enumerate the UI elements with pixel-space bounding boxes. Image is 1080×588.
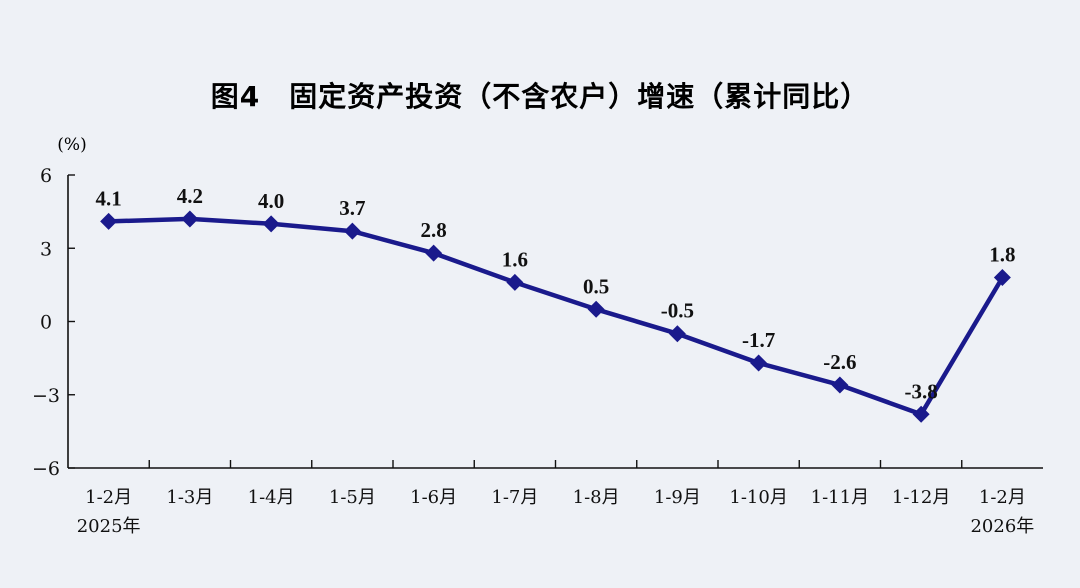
x-tick-label: 1-4月 xyxy=(248,487,295,508)
x-tick-label: 1-6月 xyxy=(410,487,457,508)
x-tick-label: 1-11月 xyxy=(811,487,869,508)
data-label: 2.8 xyxy=(421,218,447,242)
y-axis-unit: (%) xyxy=(57,135,86,155)
data-point-marker xyxy=(831,376,849,394)
data-label: 1.6 xyxy=(502,247,528,271)
chart-title: 图4 固定资产投资（不含农户）增速（累计同比） xyxy=(211,80,870,113)
x-tick-label: 1-2月 xyxy=(979,487,1026,508)
y-tick-label: 6 xyxy=(40,165,52,187)
data-label: 0.5 xyxy=(583,274,609,298)
series-line xyxy=(106,216,1005,417)
data-point-marker xyxy=(912,405,930,423)
data-label: 3.7 xyxy=(339,196,365,220)
x-tick-label: 1-10月 xyxy=(729,487,787,508)
data-label: 1.8 xyxy=(989,243,1015,267)
data-point-marker xyxy=(181,210,199,228)
data-label: 4.1 xyxy=(96,186,122,210)
data-point-marker xyxy=(343,222,361,240)
data-point-marker xyxy=(506,273,524,291)
data-label: 4.2 xyxy=(177,184,203,208)
data-point-marker xyxy=(425,244,443,262)
data-point-marker xyxy=(262,215,280,233)
data-point-marker xyxy=(668,325,686,343)
data-point-marker xyxy=(750,354,768,372)
data-label: -2.6 xyxy=(823,350,856,374)
x-year-label: 2025年 xyxy=(77,516,141,537)
x-year-label: 2026年 xyxy=(970,516,1034,537)
x-tick-label: 1-3月 xyxy=(166,487,213,508)
x-tick-label: 1-7月 xyxy=(491,487,538,508)
y-tick-label: −6 xyxy=(32,458,60,480)
x-tick-label: 1-2月 xyxy=(85,487,132,508)
data-label: 4.0 xyxy=(258,189,284,213)
data-label: -1.7 xyxy=(742,328,775,352)
data-point-marker xyxy=(100,212,118,230)
x-tick-label: 1-9月 xyxy=(654,487,701,508)
data-label: -0.5 xyxy=(661,299,694,323)
x-tick-label: 1-5月 xyxy=(329,487,376,508)
y-tick-label: −3 xyxy=(32,385,60,407)
plot-area: 6 3 0 −3 −6 1-2月 1-3月 1-4月 1-5月 1-6月 1-7月 1-8月 1-9月 1… xyxy=(32,165,1043,537)
y-tick-label: 0 xyxy=(40,312,52,334)
data-point-marker xyxy=(993,269,1011,287)
x-tick-label: 1-8月 xyxy=(573,487,620,508)
x-tick-label: 1-12月 xyxy=(892,487,950,508)
data-point-marker xyxy=(587,300,605,318)
data-label: -3.8 xyxy=(905,379,938,403)
y-tick-label: 3 xyxy=(40,238,52,260)
